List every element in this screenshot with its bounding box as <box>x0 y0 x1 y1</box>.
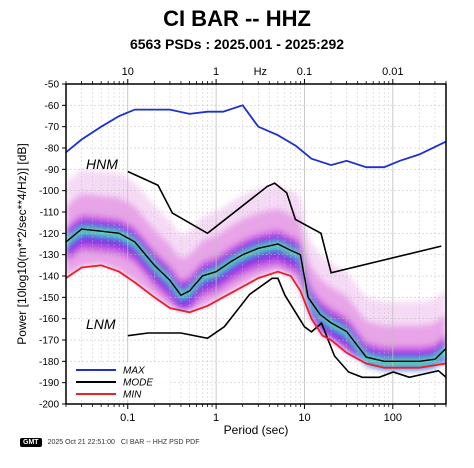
footer: GMT 2025 Oct 21 22:51:00 CI BAR -- HHZ P… <box>20 436 199 448</box>
axes-layer: -200 -190 -180 -170 -160 -150 -140 -130 -120 -110… <box>15 66 447 437</box>
legend-label-mode: MODE <box>123 378 153 389</box>
x2-tick-label: 1 <box>213 66 219 78</box>
legend-label-max: MAX <box>123 366 145 377</box>
density-band-denser <box>66 225 446 367</box>
annotation-hnm: HNM <box>86 156 118 172</box>
y-tick-label: -140 <box>39 272 59 283</box>
y-tick-label: -180 <box>39 357 59 368</box>
legend: MAX MODE MIN <box>70 362 170 401</box>
reference-line-lnm <box>127 277 446 379</box>
y-tick-label: -50 <box>45 80 60 91</box>
x2-tick-label: 10 <box>122 66 134 78</box>
x-tick-label: 100 <box>384 412 402 424</box>
chart-title: CI BAR -- HHZ <box>163 6 311 31</box>
y-tick-label: -80 <box>45 144 60 155</box>
reference-line-hnm <box>127 170 442 274</box>
density-blur-group <box>66 169 446 370</box>
y-tick-label: -110 <box>40 208 60 219</box>
x-tick-label: 10 <box>298 412 310 424</box>
gmt-logo: GMT <box>20 437 42 447</box>
x2-tick-label: 0.1 <box>297 66 312 78</box>
x-tick-label: 1 <box>213 412 219 424</box>
series-line-max <box>66 104 446 169</box>
footer-caption: CI BAR -- HHZ PSD PDF <box>120 438 200 446</box>
density-layer <box>66 169 446 370</box>
y-tick-label: -120 <box>39 229 59 240</box>
series-layer <box>66 104 446 379</box>
y-tick-label: -90 <box>45 165 60 176</box>
series-line-min <box>66 264 446 369</box>
y-tick-label: -170 <box>39 336 59 347</box>
x-tick-label: 0.1 <box>120 412 135 424</box>
x2-tick-label: 0.01 <box>382 66 403 78</box>
y-tick-label: -130 <box>39 250 59 261</box>
y-tick-label: -200 <box>39 400 59 411</box>
y-tick-label: -150 <box>39 293 59 304</box>
annotation-lnm: LNM <box>86 316 116 332</box>
y-tick-label: -60 <box>45 101 60 112</box>
density-band-strong <box>66 219 446 367</box>
legend-label-min: MIN <box>123 390 142 401</box>
x2-axis-label: Hz <box>254 66 267 78</box>
chart-subtitle: 6563 PSDs : 2025.001 - 2025:292 <box>129 36 345 52</box>
y-axis-label: Power [10log10(m**2/sec**4/Hz)] [dB] <box>15 143 29 344</box>
y-tick-label: -190 <box>39 378 59 389</box>
y-tick-label: -100 <box>39 186 59 197</box>
plot-frame <box>65 83 447 405</box>
y-tick-label: -70 <box>45 122 60 133</box>
x-axis-label: Period (sec) <box>224 423 289 437</box>
y-tick-label: -160 <box>39 314 59 325</box>
density-band-dense <box>66 222 446 370</box>
footer-timestamp: 2025 Oct 21 22:51:00 <box>47 438 115 446</box>
